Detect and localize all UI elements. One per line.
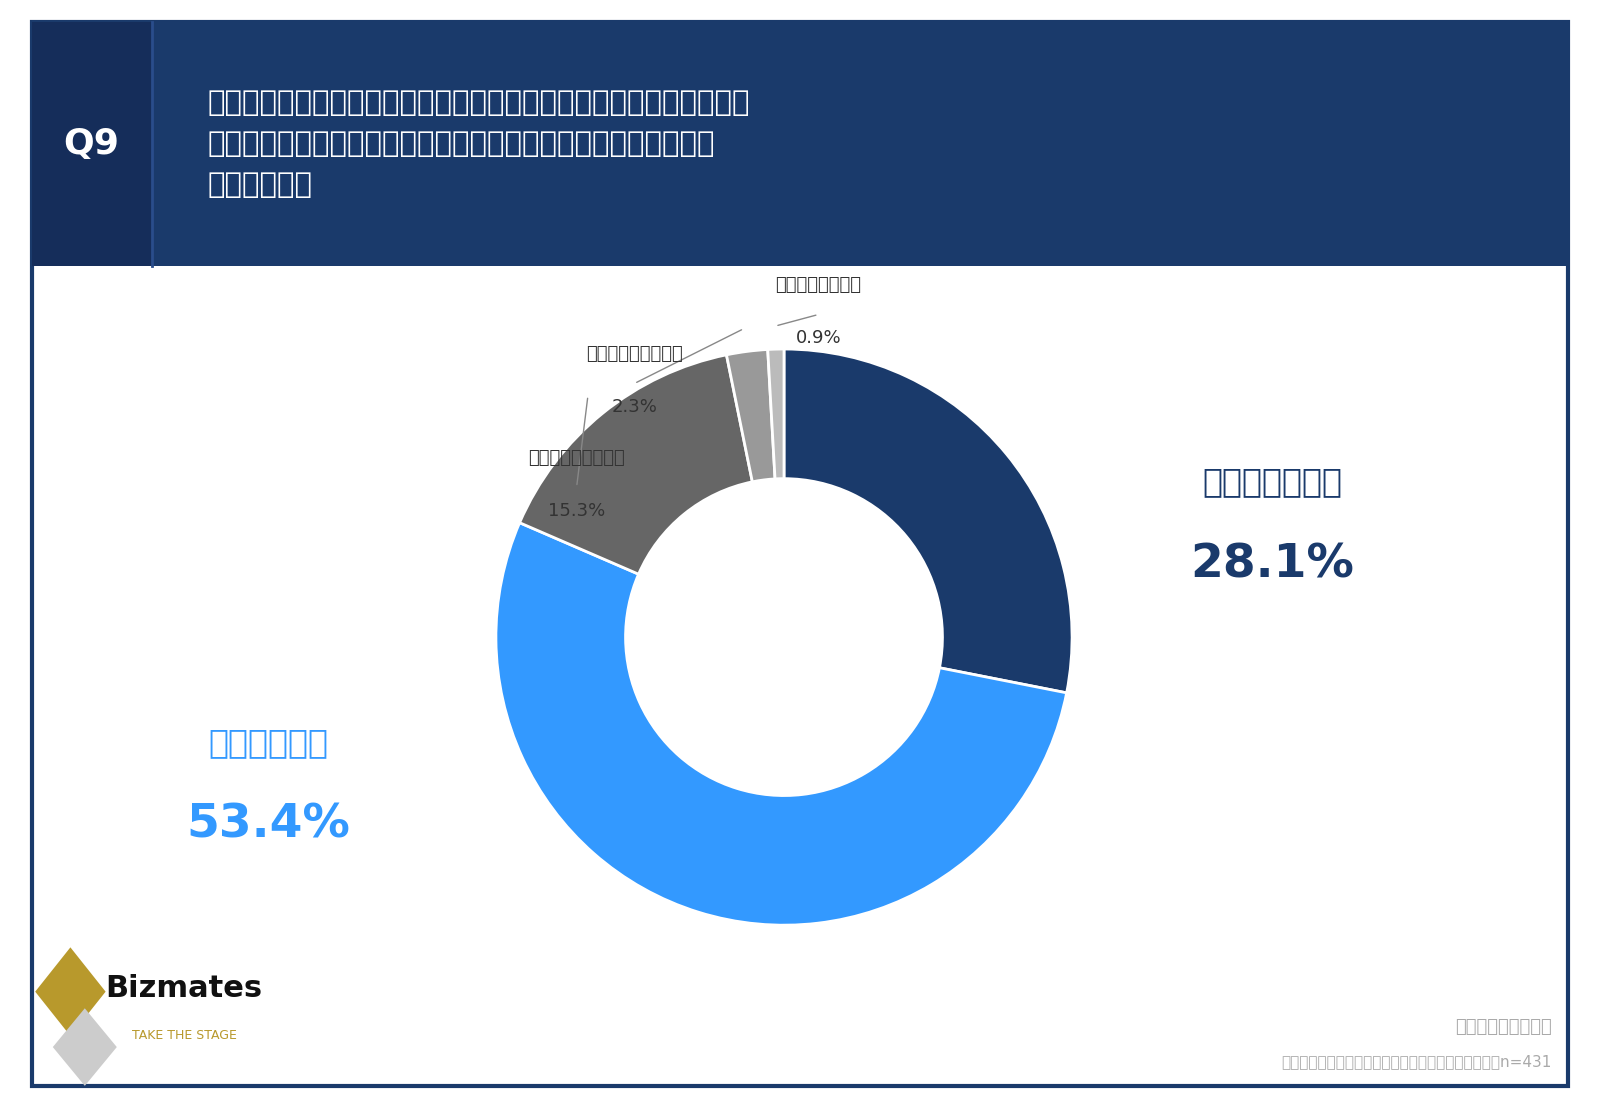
Text: 2.3%: 2.3%: [611, 398, 658, 416]
Text: Bizmates: Bizmates: [106, 974, 262, 1003]
Text: 全くそう思わない: 全くそう思わない: [776, 276, 861, 295]
FancyBboxPatch shape: [32, 22, 1568, 266]
Wedge shape: [520, 355, 752, 574]
Wedge shape: [768, 349, 784, 479]
Polygon shape: [53, 1008, 117, 1086]
Text: ややそう思う: ややそう思う: [208, 726, 330, 759]
Text: 外国籍社員のコミュニケーションに関する実態調査｜n=431: 外国籍社員のコミュニケーションに関する実態調査｜n=431: [1282, 1054, 1552, 1069]
Point: [142, 259, 162, 273]
Text: 53.4%: 53.4%: [187, 803, 350, 848]
Text: あなたは、日本語力や日本語コミュニケーションスキル向上のための
研修の充実が、外国籍社員の孤独感軽減や離職防止につながると
思いますか。: あなたは、日本語力や日本語コミュニケーションスキル向上のための 研修の充実が、外…: [208, 89, 750, 199]
Text: 非常にそう思う: 非常にそう思う: [1202, 465, 1342, 499]
Text: TAKE THE STAGE: TAKE THE STAGE: [131, 1029, 237, 1043]
Wedge shape: [496, 523, 1067, 925]
Text: 15.3%: 15.3%: [547, 502, 605, 520]
FancyBboxPatch shape: [32, 22, 1568, 1086]
Point: [142, 16, 162, 29]
Text: ビズメイツ株式会社: ビズメイツ株式会社: [1456, 1018, 1552, 1036]
Wedge shape: [726, 349, 774, 482]
Polygon shape: [35, 947, 106, 1036]
Text: あまりそう思わない: あまりそう思わない: [586, 346, 683, 363]
Text: 0.9%: 0.9%: [795, 329, 842, 347]
Text: どちらともいえない: どちらともいえない: [528, 449, 626, 468]
FancyBboxPatch shape: [32, 22, 152, 266]
Wedge shape: [784, 349, 1072, 692]
Text: Q9: Q9: [64, 127, 118, 161]
Text: 28.1%: 28.1%: [1190, 543, 1354, 587]
